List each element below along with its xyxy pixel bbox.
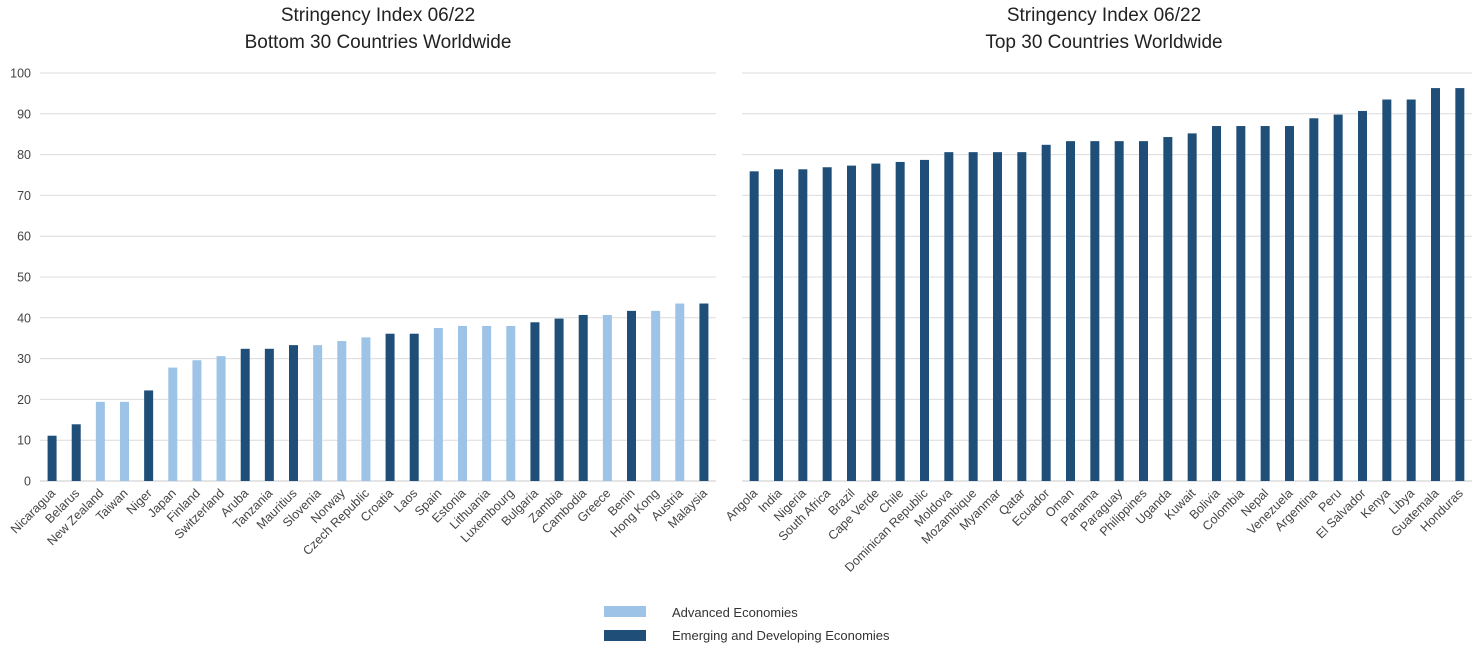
bar-ecuador [1041, 144, 1051, 482]
bar-libya [1406, 99, 1416, 482]
bar-greece [602, 314, 612, 481]
bar-benin [627, 310, 636, 481]
y-tick-label: 70 [17, 189, 31, 203]
bar-honduras [1455, 88, 1465, 481]
legend-item-emerging: Emerging and Developing Economies [604, 628, 890, 643]
bar-colombia [1236, 126, 1246, 481]
bar-luxembourg [506, 325, 516, 481]
bar-dominican-republic [920, 159, 929, 482]
bar-laos [409, 333, 419, 481]
bar-moldova [944, 152, 954, 482]
bar-philippines [1139, 141, 1148, 482]
legend-swatch-emerging [604, 630, 646, 641]
chart-top-30: Stringency Index 06/22 Top 30 Countries W… [723, 5, 1472, 575]
bar-tanzania [264, 348, 274, 481]
bar-finland [192, 360, 202, 481]
chart-title-line-2: Bottom 30 Countries Worldwide [245, 32, 512, 53]
chart-bottom-30: Stringency Index 06/22 Bottom 30 Countrie… [8, 5, 716, 558]
bar-qatar [1017, 152, 1027, 482]
y-tick-label: 80 [17, 148, 31, 162]
bar-slovenia [313, 345, 323, 481]
y-tick-label: 100 [10, 67, 31, 81]
bar-panama [1090, 141, 1100, 482]
bar-mauritius [289, 345, 298, 481]
y-tick-label: 10 [17, 434, 31, 448]
bar-aruba [240, 348, 250, 481]
bar-czech-republic [361, 337, 371, 481]
bar-belarus [71, 424, 81, 481]
bar-angola [749, 171, 759, 481]
bar-estonia [458, 325, 467, 481]
bar-chile [895, 161, 905, 481]
bar-kuwait [1187, 133, 1197, 481]
bar-india [774, 169, 783, 481]
bar-croatia [385, 333, 395, 481]
y-tick-label: 40 [17, 311, 31, 325]
bar-cape-verde [871, 163, 881, 482]
bar-malaysia [699, 303, 709, 481]
legend-label-advanced: Advanced Economies [672, 605, 798, 620]
bar-switzerland [216, 356, 226, 481]
bar-guatemala [1431, 88, 1440, 481]
bar-norway [337, 341, 347, 481]
bar-nepal [1260, 126, 1270, 481]
bar-nigeria [798, 169, 808, 481]
bar-austria [675, 303, 685, 481]
y-tick-label: 60 [17, 230, 31, 244]
bar-south-africa [822, 167, 832, 482]
bar-niger [144, 390, 154, 481]
bar-cambodia [578, 314, 588, 481]
bar-bolivia [1212, 126, 1221, 481]
chart-title-line-1: Stringency Index 06/22 [281, 5, 475, 26]
bar-kenya [1382, 99, 1392, 482]
y-tick-label: 30 [17, 352, 31, 366]
chart-title-line-1: Stringency Index 06/22 [1007, 5, 1201, 26]
bar-zambia [554, 318, 564, 481]
y-tick-label: 0 [24, 475, 31, 489]
bar-oman [1066, 141, 1075, 482]
y-tick-label: 20 [17, 393, 31, 407]
bar-bulgaria [530, 322, 540, 481]
bar-new-zealand [95, 401, 105, 481]
bar-mozambique [968, 152, 978, 482]
chart-title-line-2: Top 30 Countries Worldwide [985, 32, 1222, 53]
y-tick-label: 90 [17, 107, 31, 121]
bar-japan [168, 367, 178, 481]
bar-argentina [1309, 118, 1319, 482]
bar-hong-kong [651, 310, 661, 481]
bar-lithuania [482, 325, 492, 481]
bar-paraguay [1114, 141, 1124, 482]
y-tick-label: 50 [17, 271, 31, 285]
bar-spain [433, 328, 443, 481]
bar-el-salvador [1358, 110, 1367, 481]
bar-myanmar [993, 152, 1002, 482]
legend-item-advanced: Advanced Economies [604, 605, 798, 620]
legend-swatch-advanced [604, 606, 646, 617]
bar-venezuela [1285, 126, 1294, 481]
bar-uganda [1163, 137, 1173, 481]
bar-taiwan [120, 401, 129, 481]
bar-brazil [847, 165, 856, 481]
bar-nicaragua [47, 435, 57, 481]
legend: Advanced Economies Emerging and Developi… [604, 605, 890, 643]
legend-label-emerging: Emerging and Developing Economies [672, 628, 890, 643]
bar-peru [1333, 114, 1343, 481]
